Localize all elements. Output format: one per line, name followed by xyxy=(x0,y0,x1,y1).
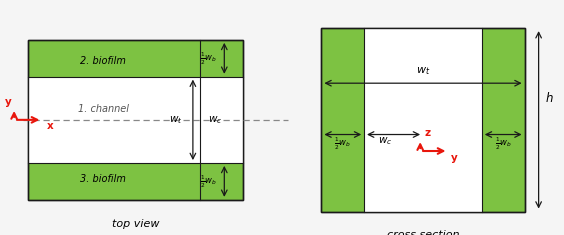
Text: $h$: $h$ xyxy=(545,91,554,105)
Text: $w_t$: $w_t$ xyxy=(169,114,183,126)
Text: $\frac{1}{2}w_b$: $\frac{1}{2}w_b$ xyxy=(495,136,512,152)
Text: 3. biofilm: 3. biofilm xyxy=(80,174,126,184)
Bar xyxy=(321,28,525,212)
Text: $\frac{1}{2}w_b$: $\frac{1}{2}w_b$ xyxy=(334,136,351,152)
Bar xyxy=(28,40,243,200)
Text: $\frac{1}{2}w_b$: $\frac{1}{2}w_b$ xyxy=(200,173,218,190)
Text: top view: top view xyxy=(112,219,159,229)
Text: $w_t$: $w_t$ xyxy=(416,66,430,77)
Text: x: x xyxy=(47,121,54,131)
Bar xyxy=(28,77,243,163)
Text: y: y xyxy=(451,153,458,163)
Bar xyxy=(321,28,525,212)
Text: z: z xyxy=(425,128,431,138)
Text: cross section: cross section xyxy=(387,230,459,235)
Bar xyxy=(28,40,243,200)
Text: $w_c$: $w_c$ xyxy=(208,114,222,126)
Text: $w_c$: $w_c$ xyxy=(378,136,393,148)
Text: $\frac{1}{2}w_b$: $\frac{1}{2}w_b$ xyxy=(200,50,218,67)
Bar xyxy=(364,28,482,212)
Text: y: y xyxy=(5,97,12,107)
Text: 1. channel: 1. channel xyxy=(78,104,129,114)
Text: 2. biofilm: 2. biofilm xyxy=(80,56,126,66)
